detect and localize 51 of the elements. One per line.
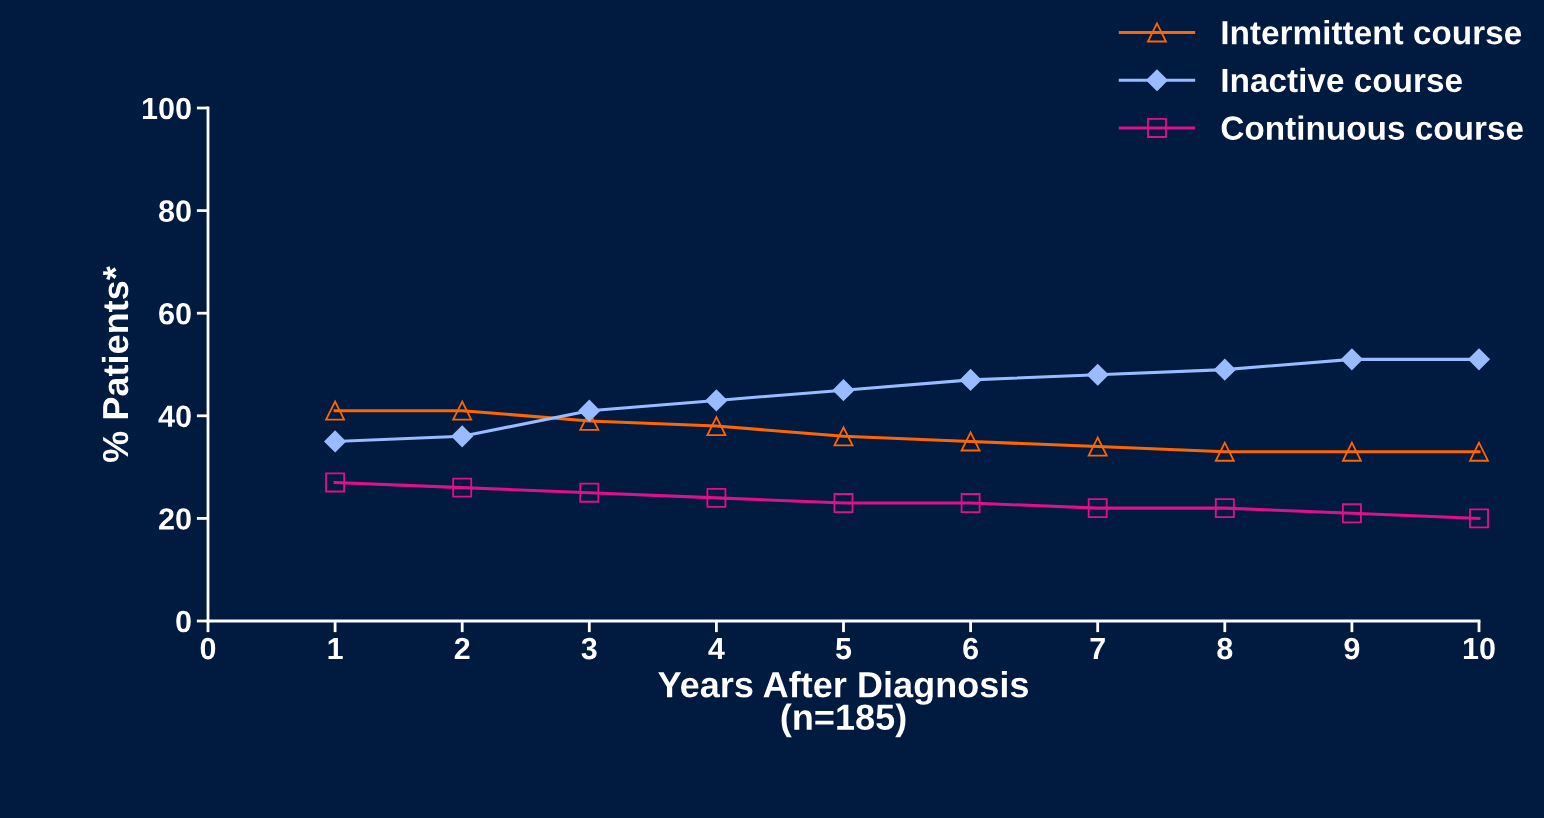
point xyxy=(1087,498,1108,519)
legend-label: Inactive course xyxy=(1222,67,1462,93)
point xyxy=(706,487,727,508)
point xyxy=(960,493,981,513)
point xyxy=(1341,441,1362,462)
point xyxy=(1214,358,1236,381)
point xyxy=(832,379,855,401)
point xyxy=(1214,498,1235,519)
y-tick-label: 100 xyxy=(142,97,191,120)
point xyxy=(706,416,727,436)
y-axis-title: % Patients* xyxy=(101,266,129,462)
x-tick-label: 3 xyxy=(581,637,597,660)
point xyxy=(705,389,728,412)
point xyxy=(959,369,982,391)
point xyxy=(325,472,346,493)
point xyxy=(1469,508,1489,529)
point xyxy=(452,400,473,421)
y-tick-label: 80 xyxy=(159,200,191,222)
point xyxy=(960,431,981,452)
point xyxy=(1214,441,1235,462)
x-tick-label: 8 xyxy=(1217,637,1233,660)
point xyxy=(579,482,600,503)
x-axis-title: Years After Diagnosis (n=185) xyxy=(658,671,1028,738)
y-tick-label: 40 xyxy=(158,405,191,428)
x-tick-label: 10 xyxy=(1463,637,1495,660)
point xyxy=(833,426,854,447)
x-tick-label: 4 xyxy=(708,638,725,660)
point xyxy=(833,493,854,513)
x-tick-label: 1 xyxy=(328,638,343,660)
point xyxy=(325,400,346,421)
point xyxy=(324,430,346,453)
y-tick-label: 60 xyxy=(159,302,191,325)
x-tick-label: 0 xyxy=(200,637,216,660)
x-tick-label: 7 xyxy=(1090,638,1105,660)
point xyxy=(1341,503,1362,524)
x-tick-label: 6 xyxy=(963,637,978,660)
point xyxy=(1469,441,1489,462)
legend-label: Intermittent course xyxy=(1222,20,1522,45)
x-tick-label: 5 xyxy=(835,638,852,660)
y-tick-label: 20 xyxy=(159,508,191,530)
point xyxy=(1468,348,1490,371)
y-tick-label: 0 xyxy=(176,610,191,633)
point xyxy=(578,399,601,422)
x-tick-label: 9 xyxy=(1344,637,1360,660)
point xyxy=(452,477,473,498)
point xyxy=(1087,436,1108,457)
x-tick-label: 2 xyxy=(454,637,470,660)
point xyxy=(1086,364,1109,386)
legend-label: Continuous course xyxy=(1221,115,1523,140)
point xyxy=(1341,348,1363,371)
point xyxy=(451,425,473,448)
